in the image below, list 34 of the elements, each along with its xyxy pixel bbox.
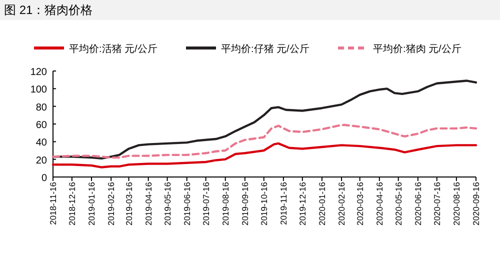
x-tick-label: 2019-03-16 [124, 182, 134, 226]
x-tick-label: 2019-05-16 [162, 182, 172, 226]
x-tick-label: 2018-12-16 [66, 182, 77, 226]
x-tick-label: 2019-01-16 [86, 182, 97, 226]
y-tick-label: 80 [36, 102, 48, 114]
legend-label: 平均价:仔猪 元/公斤 [221, 43, 310, 55]
x-tick-label: 2019-02-16 [106, 182, 116, 226]
y-tick-label: 0 [41, 173, 48, 184]
x-tick-label: 2020-07-16 [432, 182, 442, 226]
y-tick-label: 120 [30, 67, 48, 78]
x-tick-label: 2020-09-16 [471, 182, 481, 226]
x-tick-label: 2019-06-16 [182, 182, 192, 226]
x-tick-label: 2019-08-16 [220, 182, 230, 226]
x-tick-label: 2019-11-16 [278, 182, 288, 225]
x-tick-label: 2019-09-16 [240, 182, 250, 226]
legend-label: 平均价:活猪 元/公斤 [69, 43, 158, 55]
x-tick-label: 2020-05-16 [393, 182, 404, 226]
y-tick-label: 60 [36, 120, 48, 131]
y-tick-label: 20 [36, 155, 48, 166]
legend-label: 平均价:猪肉 元/公斤 [373, 43, 462, 55]
x-tick-label: 2020-08-16 [451, 182, 462, 226]
x-tick-label: 2019-07-16 [200, 182, 211, 226]
x-tick-label: 2020-03-16 [354, 182, 365, 226]
x-tick-label: 2020-04-16 [374, 182, 384, 226]
x-tick-label: 2020-06-16 [412, 182, 423, 226]
chart-title: 图 21：猪肉价格 [4, 3, 93, 17]
x-tick-label: 2020-01-16 [316, 182, 327, 226]
x-tick-label: 2020-02-16 [336, 182, 347, 226]
x-tick-label: 2019-04-16 [143, 182, 154, 226]
x-tick-label: 2018-11-16 [48, 182, 58, 225]
x-tick-label: 2019-12-16 [297, 182, 308, 226]
y-tick-label: 100 [30, 84, 48, 96]
x-tick-label: 2019-10-16 [258, 182, 269, 226]
y-tick-label: 40 [36, 138, 48, 149]
